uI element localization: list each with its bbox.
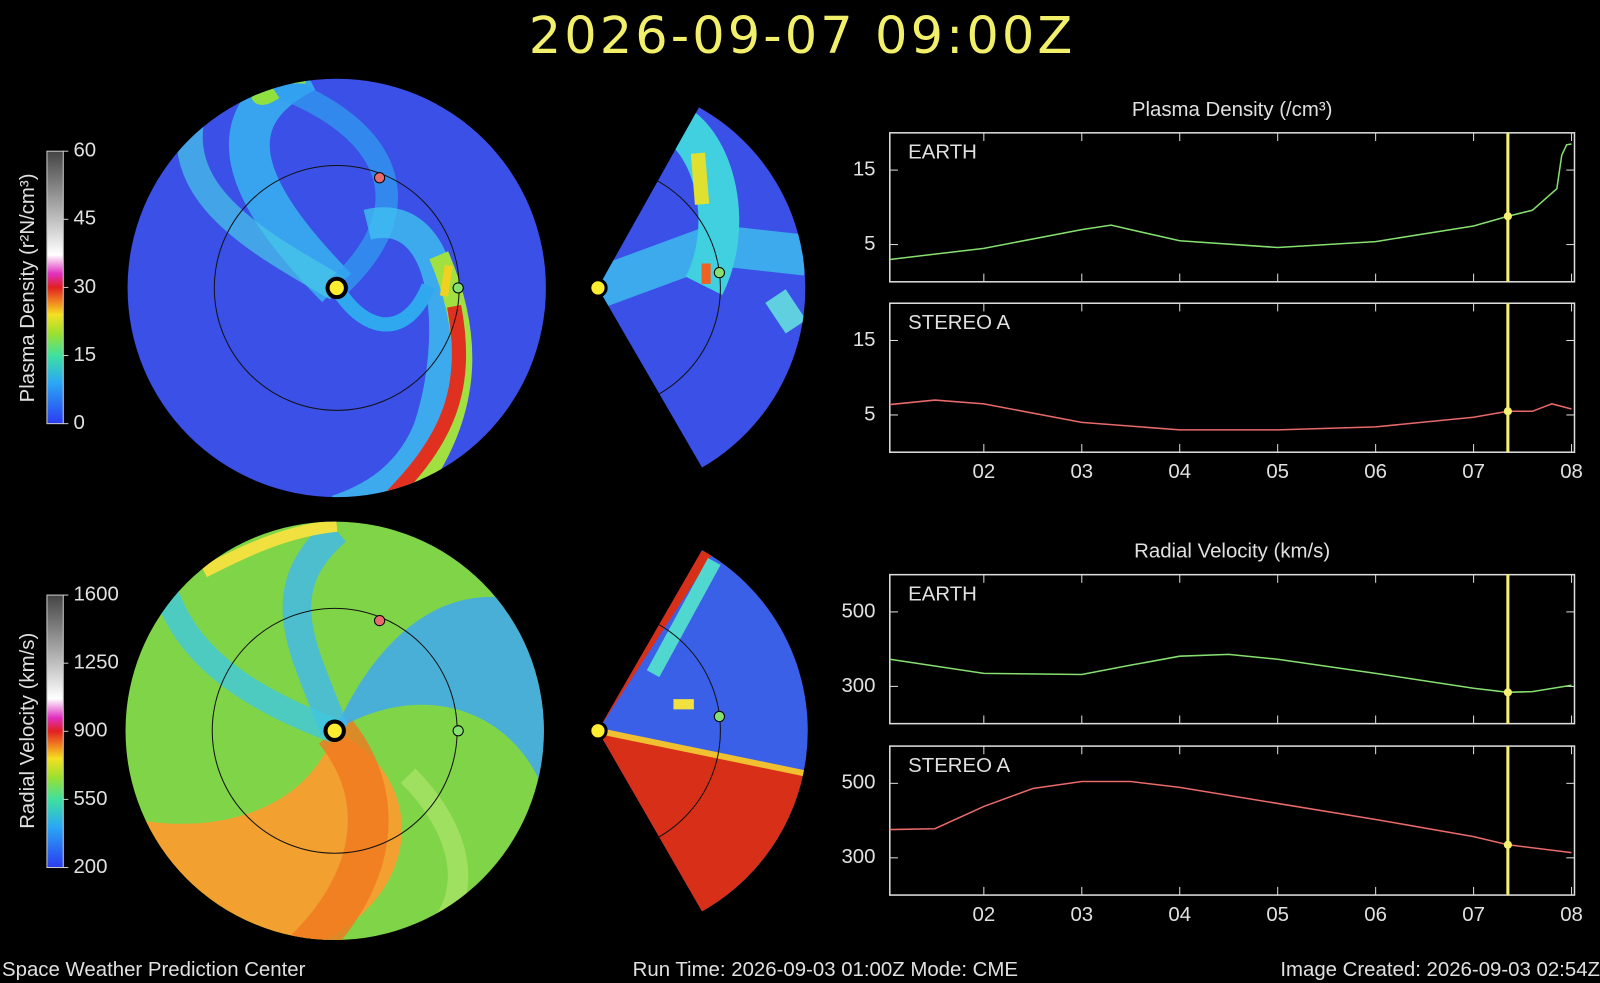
- x-tick-label: 08: [1560, 904, 1583, 926]
- panel-label: EARTH: [908, 142, 977, 164]
- x-tick-label: 05: [1266, 904, 1289, 926]
- velocity-wedge: [597, 550, 808, 912]
- y-tick-label: 15: [853, 329, 876, 351]
- title: 2026-09-07 09:00Z: [529, 7, 1076, 66]
- current-marker: [1503, 212, 1512, 221]
- x-tick-label: 04: [1168, 461, 1191, 483]
- bodies: [323, 172, 725, 743]
- stereo-a: [373, 172, 386, 184]
- colorbar-tick-label: 1250: [73, 652, 118, 674]
- sun: [323, 719, 346, 743]
- sun: [588, 721, 608, 741]
- colorbar-tick-label: 550: [73, 788, 107, 810]
- colorbar-tick-label: 30: [73, 276, 96, 298]
- colorbar-tick-label: 60: [73, 140, 96, 162]
- plot-frame: [889, 132, 1576, 283]
- x-tick-label: 02: [972, 461, 995, 483]
- y-tick-label: 5: [864, 233, 875, 255]
- x-tick-label: 07: [1462, 904, 1485, 926]
- earth: [713, 267, 725, 279]
- orbit: [597, 164, 721, 411]
- current-marker: [1503, 407, 1512, 416]
- x-tick-label: 07: [1462, 461, 1485, 483]
- panel-label: EARTH: [908, 583, 977, 605]
- y-tick-label: 5: [864, 403, 875, 425]
- colorbar-label: Radial Velocity (km/s): [17, 633, 39, 829]
- y-tick-label: 15: [853, 158, 876, 180]
- y-tick-label: 500: [841, 772, 875, 794]
- y-tick-label: 300: [841, 846, 875, 868]
- orbit: [597, 607, 721, 854]
- y-tick-label: 300: [841, 675, 875, 697]
- footer-right: Image Created: 2026-09-03 02:54Z: [1280, 959, 1600, 981]
- sun: [325, 276, 348, 300]
- panel-label: STEREO A: [908, 755, 1010, 777]
- colorbar-tick-label: 900: [73, 720, 107, 742]
- y-tick-label: 500: [841, 600, 875, 622]
- series-line: [889, 780, 1572, 854]
- panel-label: STEREO A: [908, 312, 1010, 334]
- chart-title: Radial Velocity (km/s): [1134, 541, 1330, 563]
- colorbar: [46, 594, 64, 869]
- footer-center: Run Time: 2026-09-03 01:00Z Mode: CME: [633, 959, 1018, 981]
- current-marker: [1503, 688, 1512, 697]
- colorbar-tick-label: 0: [73, 412, 84, 434]
- plot-frame: [889, 302, 1576, 453]
- series-line: [889, 399, 1572, 431]
- colorbar-label: Plasma Density (r²N/cm³): [17, 174, 39, 403]
- earth: [713, 710, 725, 723]
- earth: [452, 282, 464, 294]
- colorbar-tick-label: 200: [73, 856, 107, 878]
- x-tick-label: 06: [1364, 904, 1387, 926]
- footer-left: Space Weather Prediction Center: [2, 959, 306, 981]
- plot-frame: [889, 745, 1576, 896]
- x-tick-label: 05: [1266, 461, 1289, 483]
- x-tick-label: 02: [972, 904, 995, 926]
- colorbar-tick-label: 15: [73, 344, 96, 366]
- sun: [588, 278, 608, 298]
- stereo-a: [373, 614, 386, 627]
- x-tick-label: 04: [1168, 904, 1191, 926]
- x-tick-label: 06: [1364, 461, 1387, 483]
- plot-frame: [889, 573, 1576, 725]
- colorbar-tick-label: 45: [73, 208, 96, 230]
- colorbar: [46, 150, 64, 425]
- earth: [452, 725, 464, 737]
- current-marker: [1503, 840, 1512, 849]
- chart-title: Plasma Density (/cm³): [1132, 99, 1333, 121]
- series-line: [889, 653, 1572, 694]
- series-line: [889, 143, 1572, 261]
- colorbar-tick-label: 1600: [73, 583, 118, 605]
- x-tick-label: 03: [1070, 461, 1093, 483]
- density-map: [127, 78, 546, 498]
- x-tick-label: 03: [1070, 904, 1093, 926]
- x-tick-label: 08: [1560, 461, 1583, 483]
- density-wedge: [597, 107, 806, 468]
